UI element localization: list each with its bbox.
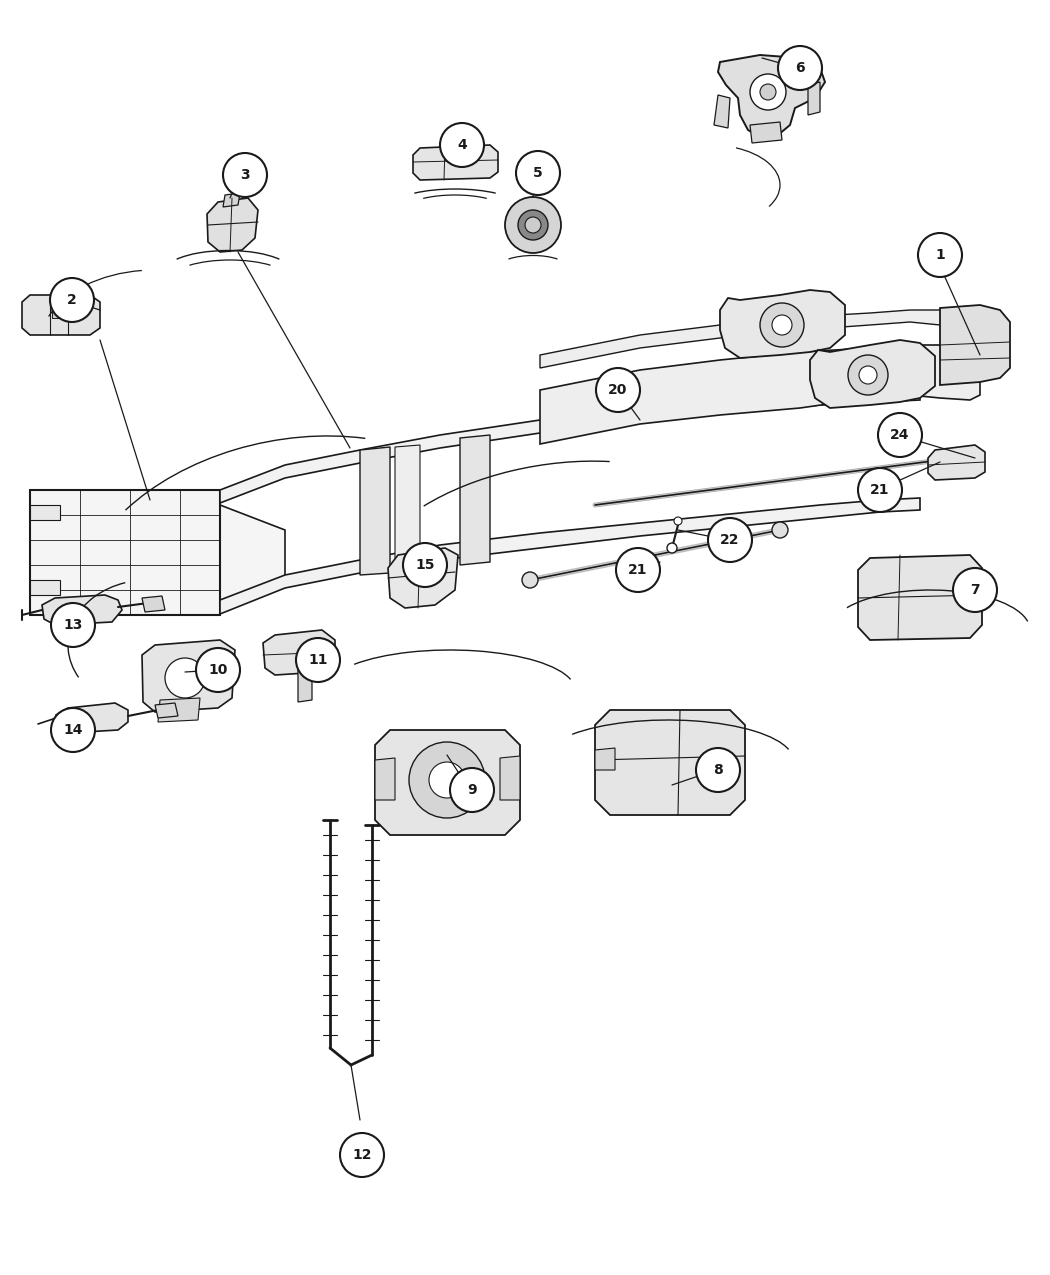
Circle shape	[410, 742, 485, 819]
Circle shape	[750, 74, 786, 110]
Text: 11: 11	[309, 653, 328, 667]
Polygon shape	[298, 663, 312, 703]
Polygon shape	[375, 731, 520, 835]
Polygon shape	[395, 445, 420, 572]
Circle shape	[667, 543, 677, 553]
Circle shape	[772, 315, 792, 335]
Polygon shape	[940, 305, 1010, 385]
Circle shape	[505, 198, 561, 252]
Circle shape	[596, 368, 640, 412]
Polygon shape	[52, 305, 66, 317]
Circle shape	[440, 122, 484, 167]
Circle shape	[772, 521, 788, 538]
Polygon shape	[388, 548, 458, 608]
Circle shape	[196, 648, 240, 692]
Polygon shape	[718, 55, 825, 138]
Circle shape	[516, 150, 560, 195]
Circle shape	[616, 548, 660, 592]
Text: 13: 13	[63, 618, 83, 632]
Circle shape	[522, 572, 538, 588]
Circle shape	[450, 768, 494, 812]
Polygon shape	[207, 198, 258, 252]
Circle shape	[859, 366, 877, 384]
Polygon shape	[220, 499, 920, 615]
Polygon shape	[155, 703, 179, 718]
Circle shape	[878, 413, 922, 456]
Text: 14: 14	[63, 723, 83, 737]
Polygon shape	[540, 346, 980, 444]
Circle shape	[918, 233, 962, 277]
Polygon shape	[928, 445, 985, 479]
Polygon shape	[220, 388, 920, 504]
Polygon shape	[142, 640, 235, 711]
Polygon shape	[142, 595, 165, 612]
Text: 21: 21	[870, 483, 889, 497]
Polygon shape	[262, 630, 335, 674]
Circle shape	[403, 543, 447, 586]
Circle shape	[165, 658, 205, 697]
Polygon shape	[595, 710, 745, 815]
Text: 6: 6	[795, 61, 804, 75]
Text: 2: 2	[67, 293, 77, 307]
Circle shape	[518, 210, 548, 240]
Circle shape	[708, 518, 752, 562]
Circle shape	[760, 303, 804, 347]
Polygon shape	[413, 145, 498, 180]
Polygon shape	[460, 435, 490, 565]
Text: 15: 15	[415, 558, 435, 572]
Circle shape	[525, 217, 541, 233]
Polygon shape	[500, 756, 520, 799]
Circle shape	[296, 638, 340, 682]
Circle shape	[51, 603, 94, 646]
Polygon shape	[720, 289, 845, 358]
Polygon shape	[714, 96, 730, 128]
Circle shape	[50, 278, 94, 323]
Text: 22: 22	[720, 533, 740, 547]
Circle shape	[340, 1133, 384, 1177]
Text: 8: 8	[713, 762, 722, 776]
Polygon shape	[540, 310, 980, 368]
Circle shape	[429, 762, 465, 798]
Circle shape	[848, 354, 888, 395]
Text: 4: 4	[457, 138, 467, 152]
Text: 24: 24	[890, 428, 909, 442]
Polygon shape	[158, 697, 200, 722]
Polygon shape	[56, 703, 128, 733]
Text: 1: 1	[936, 249, 945, 261]
Text: 9: 9	[467, 783, 477, 797]
Polygon shape	[808, 82, 820, 115]
Polygon shape	[595, 748, 615, 770]
Text: 12: 12	[352, 1148, 372, 1162]
Polygon shape	[858, 555, 982, 640]
Text: 20: 20	[608, 382, 628, 397]
Polygon shape	[42, 595, 122, 625]
Polygon shape	[30, 490, 285, 615]
Circle shape	[674, 516, 682, 525]
Polygon shape	[30, 580, 60, 595]
Text: 10: 10	[208, 663, 228, 677]
Polygon shape	[360, 448, 390, 575]
Circle shape	[778, 46, 822, 91]
Text: 7: 7	[970, 583, 980, 597]
Polygon shape	[750, 122, 782, 143]
Text: 3: 3	[240, 168, 250, 182]
Circle shape	[858, 468, 902, 513]
Circle shape	[223, 153, 267, 198]
Polygon shape	[810, 340, 934, 408]
Circle shape	[953, 567, 997, 612]
Circle shape	[760, 84, 776, 99]
Polygon shape	[30, 505, 60, 520]
Circle shape	[51, 708, 94, 752]
Circle shape	[696, 748, 740, 792]
Polygon shape	[223, 193, 240, 207]
Text: 5: 5	[533, 166, 543, 180]
Polygon shape	[375, 759, 395, 799]
Text: 21: 21	[628, 564, 648, 578]
Polygon shape	[22, 295, 100, 335]
